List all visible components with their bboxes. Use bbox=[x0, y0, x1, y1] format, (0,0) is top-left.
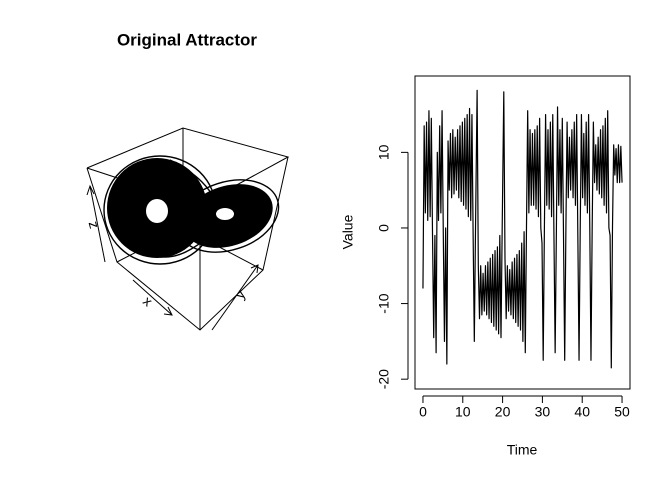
y-tick-label: 10 bbox=[376, 144, 392, 160]
plot-box bbox=[414, 75, 631, 390]
y-tick-label: -10 bbox=[376, 293, 392, 313]
wing-link bbox=[149, 159, 216, 258]
x-tick-label: 20 bbox=[495, 404, 511, 420]
x-axis-title: Time bbox=[507, 442, 538, 458]
x-tick-label: 40 bbox=[574, 404, 590, 420]
y-axis-title: Value bbox=[340, 214, 356, 249]
x-tick-label: 30 bbox=[535, 404, 551, 420]
y-arrowhead bbox=[250, 264, 259, 274]
left-hole bbox=[146, 199, 168, 223]
x-tick-label: 10 bbox=[455, 404, 471, 420]
x-arrowhead bbox=[163, 306, 173, 316]
right-wing-outer bbox=[176, 179, 280, 253]
x-arrow bbox=[132, 279, 173, 316]
z-arrowhead bbox=[86, 184, 95, 196]
left-title: Original Attractor bbox=[117, 30, 257, 49]
x-tick-label: 50 bbox=[614, 404, 630, 420]
x-tick-label: 0 bbox=[419, 404, 427, 420]
attractor bbox=[103, 155, 280, 265]
y-tick-label: -20 bbox=[376, 369, 392, 389]
axis-arrows bbox=[86, 184, 259, 331]
right-hole bbox=[216, 208, 234, 220]
series-line bbox=[422, 89, 623, 369]
x-axis-label: x bbox=[140, 293, 156, 310]
z-axis-label: z bbox=[86, 219, 103, 230]
y-arrow bbox=[211, 264, 259, 331]
y-tick-label: 0 bbox=[376, 224, 392, 232]
z-arrow bbox=[89, 185, 106, 263]
